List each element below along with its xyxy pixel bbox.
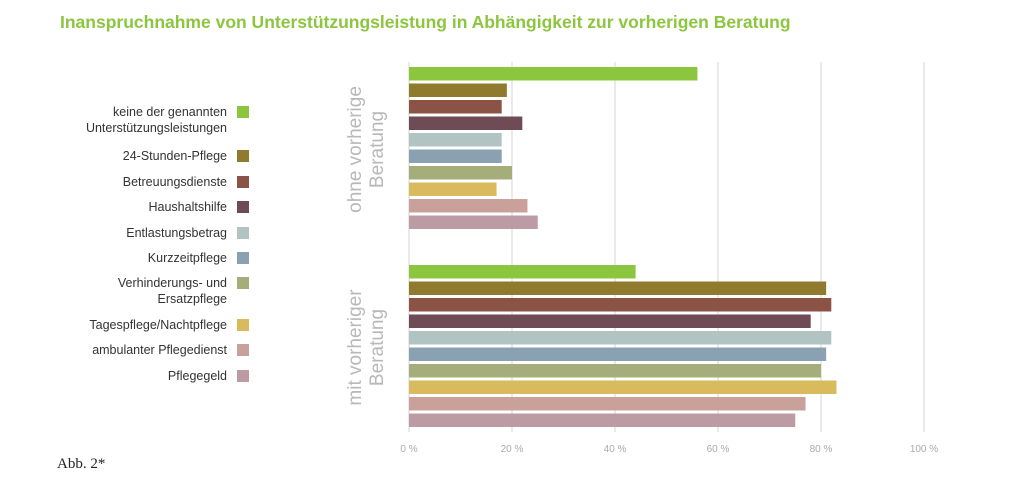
legend-label-line: Verhinderungs- und: [117, 276, 227, 290]
chart-title: Inanspruchnahme von Unterstützungsleistu…: [60, 12, 791, 32]
x-tick-label: 60 %: [707, 444, 730, 455]
legend-label-line: Tagespflege/Nachtpflege: [89, 318, 227, 332]
legend-swatch: [237, 227, 249, 239]
legend-label: 24-Stunden-Pflege: [123, 148, 227, 164]
bar: [409, 83, 507, 97]
legend-swatch: [237, 319, 249, 331]
bar: [409, 100, 502, 114]
x-tick-label: 40 %: [604, 444, 627, 455]
bar: [409, 199, 528, 213]
bar: [409, 281, 827, 295]
bar: [409, 182, 497, 196]
legend-swatch: [237, 277, 249, 289]
bar: [409, 166, 512, 180]
legend-swatch: [237, 201, 249, 213]
bar: [409, 133, 502, 147]
legend-label: Betreuungsdienste: [123, 174, 227, 190]
bar: [409, 364, 821, 378]
legend-label-line: Ersatzpflege: [157, 292, 227, 306]
legend-swatch: [237, 150, 249, 162]
group-label: ohne vorherigeBeratung: [345, 86, 388, 213]
legend-label-line: Unterstützungsleistungen: [85, 121, 227, 135]
legend-label-line: Kurzzeitpflege: [147, 251, 227, 265]
group-label-line: Beratung: [367, 309, 388, 386]
bar: [409, 331, 832, 345]
x-tick-label: 0 %: [400, 444, 417, 455]
group-label: mit vorherigerBeratung: [345, 289, 388, 406]
legend-label-line: ambulanter Pflegedienst: [92, 343, 227, 357]
bar: [409, 347, 827, 361]
legend: keine der genannten Unterstützungsleistun…: [0, 0, 260, 400]
legend-label: keine der genannten Unterstützungsleistun…: [86, 104, 227, 136]
x-tick-label: 100 %: [910, 444, 938, 455]
legend-swatch: [237, 370, 249, 382]
bar: [409, 265, 636, 279]
legend-label: Verhinderungs- und Ersatzpflege: [118, 275, 227, 307]
legend-label: Haushaltshilfe: [148, 199, 227, 215]
legend-label: Tagespflege/Nachtpflege: [89, 317, 227, 333]
group-label-line: ohne vorherige: [345, 86, 366, 213]
legend-label-line: 24-Stunden-Pflege: [122, 149, 227, 163]
bar: [409, 215, 538, 229]
legend-swatch: [237, 252, 249, 264]
legend-label: Pflegegeld: [168, 368, 227, 384]
group-label-line: Beratung: [367, 111, 388, 188]
legend-label-line: keine der genannten: [113, 105, 227, 119]
legend-label-line: Pflegegeld: [167, 369, 227, 383]
x-tick-label: 80 %: [810, 444, 833, 455]
legend-swatch: [237, 176, 249, 188]
legend-label: Kurzzeitpflege: [148, 250, 227, 266]
bar: [409, 397, 806, 411]
bar: [409, 314, 811, 328]
legend-label-line: Entlastungsbetrag: [126, 226, 227, 240]
group-label-line: mit vorheriger: [345, 289, 366, 406]
bar: [409, 67, 698, 81]
bar: [409, 298, 832, 312]
legend-label: Entlastungsbetrag: [126, 225, 227, 241]
legend-swatch: [237, 106, 249, 118]
bar: [409, 380, 837, 394]
legend-label: ambulanter Pflegedienst: [92, 342, 227, 358]
legend-swatch: [237, 344, 249, 356]
legend-label-line: Betreuungsdienste: [122, 175, 227, 189]
x-tick-label: 20 %: [501, 444, 524, 455]
bar: [409, 116, 523, 130]
legend-label-line: Haushaltshilfe: [148, 200, 227, 214]
bar: [409, 149, 502, 163]
figure-caption: Abb. 2*: [57, 456, 106, 472]
bar: [409, 413, 796, 427]
